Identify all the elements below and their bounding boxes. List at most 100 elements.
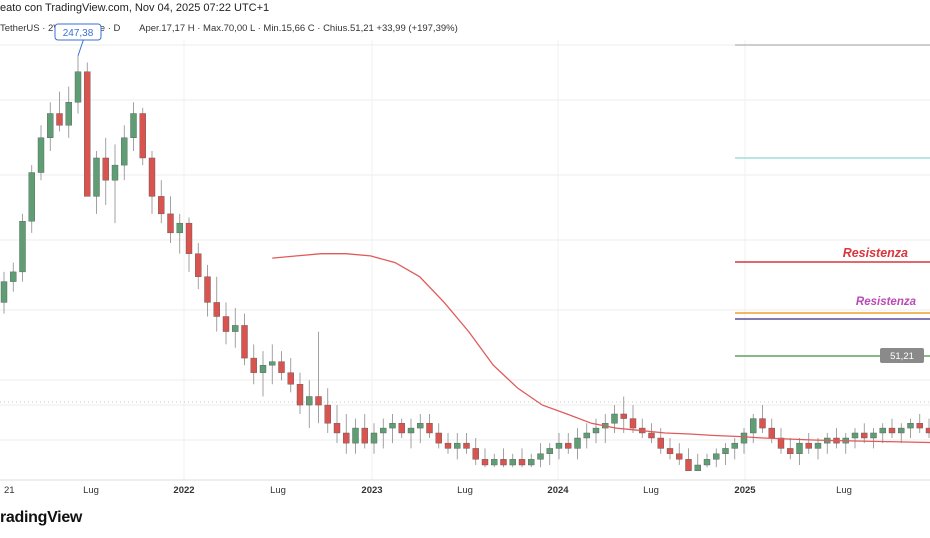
candle-body[interactable] — [629, 418, 637, 429]
candle-body[interactable] — [583, 432, 590, 439]
candle-body[interactable] — [287, 372, 294, 385]
candle-body[interactable] — [685, 459, 692, 472]
candle-body[interactable] — [195, 253, 202, 277]
candle-body[interactable] — [574, 437, 581, 449]
candle-body[interactable] — [537, 453, 544, 460]
candle-body[interactable] — [426, 423, 433, 434]
candle-body[interactable] — [898, 427, 905, 434]
candle-body[interactable] — [555, 442, 563, 449]
candle-body[interactable] — [65, 102, 72, 126]
candle-body[interactable] — [324, 404, 331, 424]
tradingview-logo: radingView — [0, 509, 83, 526]
candle-body[interactable] — [102, 157, 109, 181]
candle-body[interactable] — [740, 432, 748, 444]
candle-body[interactable] — [333, 423, 341, 434]
candle-body[interactable] — [111, 164, 119, 181]
candle-body[interactable] — [417, 423, 424, 429]
candle-body[interactable] — [204, 276, 211, 303]
candle-body[interactable] — [343, 432, 350, 444]
candle-body[interactable] — [444, 442, 452, 449]
candle-body[interactable] — [777, 437, 785, 449]
candle-body[interactable] — [713, 453, 720, 460]
candle-body[interactable] — [851, 432, 859, 439]
candle-body[interactable] — [361, 427, 368, 444]
candle-body[interactable] — [37, 137, 45, 173]
candle-body[interactable] — [47, 113, 54, 138]
candle-body[interactable] — [398, 423, 405, 434]
candle-body[interactable] — [454, 442, 461, 449]
candle-body[interactable] — [694, 464, 701, 472]
candle-body[interactable] — [185, 222, 193, 254]
candle-body[interactable] — [676, 453, 683, 460]
candle-body[interactable] — [176, 222, 183, 234]
candle-body[interactable] — [722, 448, 729, 454]
candle-body[interactable] — [907, 423, 914, 429]
candle-body[interactable] — [352, 427, 359, 444]
candle-body[interactable] — [278, 361, 285, 373]
candle-body[interactable] — [565, 442, 572, 449]
candle-body[interactable] — [648, 432, 655, 439]
candle-body[interactable] — [546, 448, 553, 454]
candle-body[interactable] — [139, 113, 146, 159]
candle-body[interactable] — [93, 157, 100, 197]
candle-body[interactable] — [28, 172, 35, 222]
candle-body[interactable] — [528, 459, 535, 466]
candle-body[interactable] — [380, 427, 387, 434]
candle-body[interactable] — [19, 221, 26, 273]
candle-body[interactable] — [787, 448, 794, 454]
candle-body[interactable] — [241, 325, 248, 359]
candle-body[interactable] — [925, 427, 930, 434]
candle-body[interactable] — [916, 423, 923, 429]
candle-body[interactable] — [703, 459, 711, 466]
candle-body[interactable] — [435, 432, 442, 444]
candle-body[interactable] — [759, 418, 766, 429]
candle-body[interactable] — [158, 196, 165, 215]
candle-body[interactable] — [750, 418, 757, 434]
candle-body[interactable] — [870, 432, 877, 439]
candle-body[interactable] — [500, 459, 507, 466]
candle-body[interactable] — [74, 71, 82, 103]
candle-body[interactable] — [10, 271, 17, 282]
candle-body[interactable] — [731, 442, 738, 449]
candle-body[interactable] — [315, 396, 322, 406]
candle-body[interactable] — [666, 448, 674, 454]
candle-body[interactable] — [796, 442, 803, 454]
candle-body[interactable] — [611, 413, 618, 424]
candle-body[interactable] — [84, 71, 91, 197]
candle-body[interactable] — [250, 357, 257, 373]
candle-body[interactable] — [620, 413, 627, 419]
candle-body[interactable] — [232, 325, 239, 332]
candle-body[interactable] — [861, 432, 868, 439]
candle-body[interactable] — [814, 442, 822, 449]
candle-body[interactable] — [518, 459, 526, 466]
candle-body[interactable] — [888, 427, 896, 434]
candle-body[interactable] — [213, 302, 220, 317]
candle-body[interactable] — [768, 427, 775, 439]
candle-body[interactable] — [509, 459, 516, 466]
candle-body[interactable] — [879, 427, 886, 434]
candle-body[interactable] — [56, 113, 63, 126]
candle-body[interactable] — [491, 459, 498, 466]
candle-body[interactable] — [148, 157, 156, 197]
peak-callout-pointer — [77, 37, 85, 57]
candle-body[interactable] — [222, 316, 230, 332]
candle-body[interactable] — [269, 361, 276, 366]
candle-body[interactable] — [296, 384, 304, 406]
candle-body[interactable] — [0, 281, 8, 303]
candle-body[interactable] — [472, 448, 479, 460]
candle-body[interactable] — [370, 432, 378, 444]
candle-body[interactable] — [463, 442, 470, 449]
candle-body[interactable] — [389, 423, 396, 429]
candle-body[interactable] — [306, 396, 313, 406]
candle-body[interactable] — [592, 427, 600, 434]
candle-body[interactable] — [167, 213, 174, 234]
candle-body[interactable] — [121, 137, 128, 166]
candle-body[interactable] — [481, 459, 489, 466]
candle-body[interactable] — [259, 365, 267, 373]
candle-body[interactable] — [130, 113, 137, 138]
candle-body[interactable] — [657, 437, 664, 449]
candle-body[interactable] — [407, 427, 415, 434]
candle-body[interactable] — [805, 442, 812, 449]
